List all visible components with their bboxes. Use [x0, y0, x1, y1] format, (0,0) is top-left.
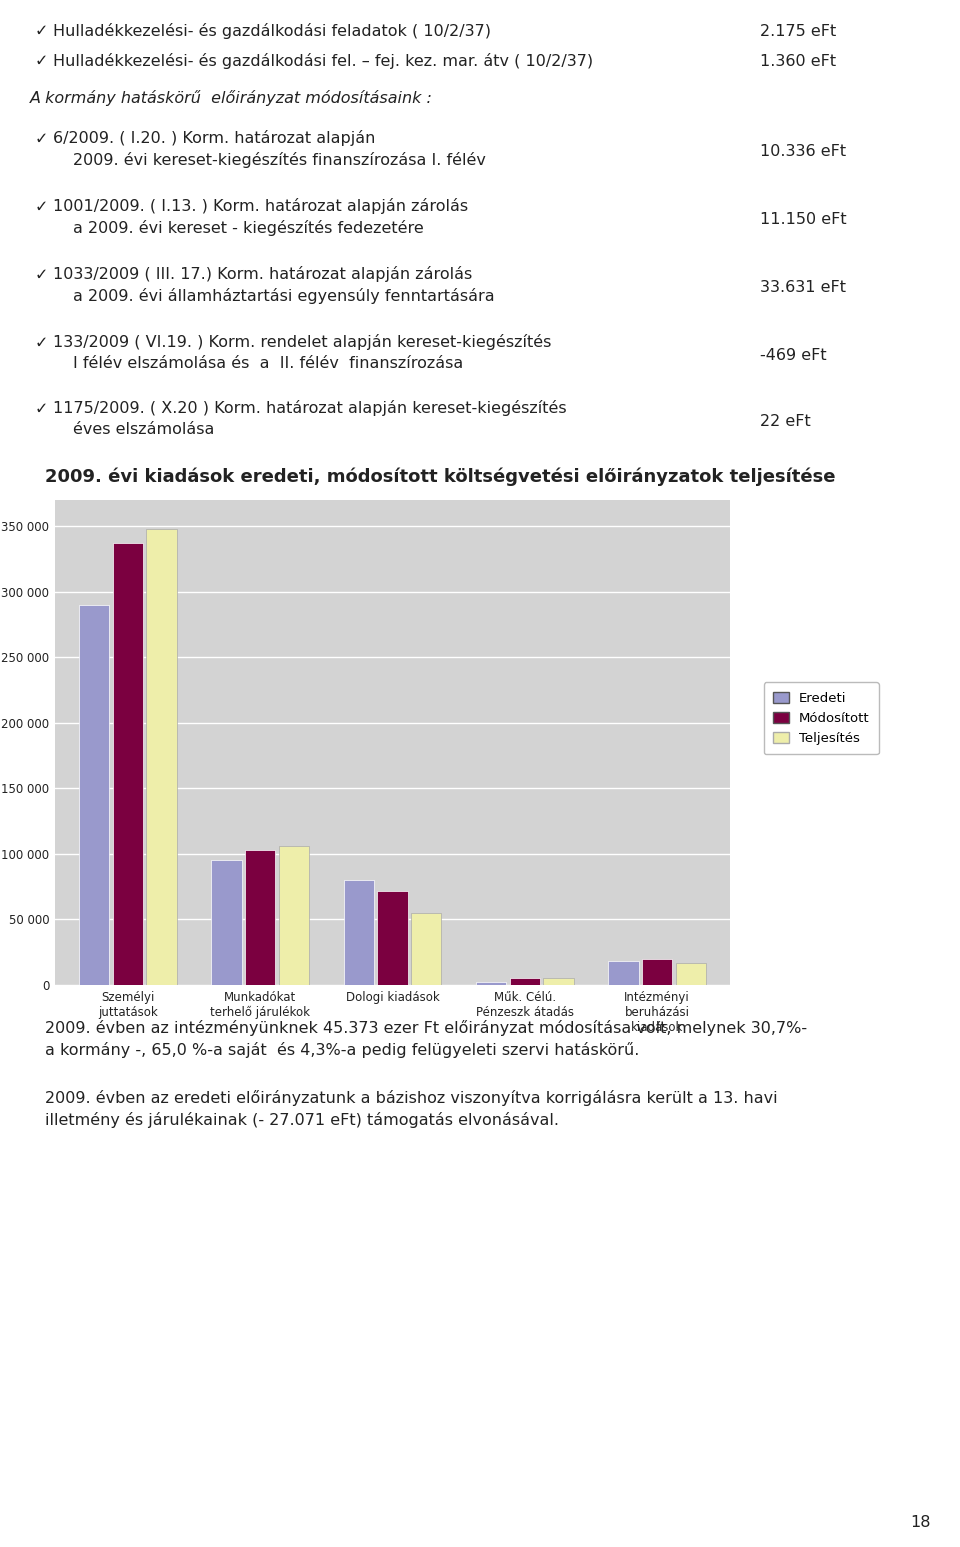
Bar	[344, 880, 374, 985]
Text: ✓: ✓	[35, 268, 48, 283]
Bar	[676, 962, 707, 985]
Text: 1033/2009 ( III. 17.) Korm. határozat alapján zárolás: 1033/2009 ( III. 17.) Korm. határozat al…	[53, 266, 472, 282]
Text: Hulladékkezelési- és gazdálkodási fel. – fej. kez. mar. átv ( 10/2/37): Hulladékkezelési- és gazdálkodási fel. –…	[53, 53, 593, 70]
Text: ✓: ✓	[35, 402, 48, 416]
Bar	[79, 605, 109, 985]
Text: ✓: ✓	[35, 23, 48, 39]
Text: 133/2009 ( VI.19. ) Korm. rendelet alapján kereset-kiegészítés: 133/2009 ( VI.19. ) Korm. rendelet alapj…	[53, 334, 551, 350]
Legend: Eredeti, Módosított, Teljesítés: Eredeti, Módosított, Teljesítés	[763, 682, 879, 755]
Text: 1001/2009. ( I.13. ) Korm. határozat alapján zárolás: 1001/2009. ( I.13. ) Korm. határozat ala…	[53, 198, 468, 213]
Text: 1175/2009. ( X.20 ) Korm. határozat alapján kereset-kiegészítés: 1175/2009. ( X.20 ) Korm. határozat alap…	[53, 401, 566, 416]
Bar	[278, 846, 309, 985]
Text: ✓: ✓	[35, 54, 48, 68]
Text: I félév elszámolása és  a  II. félév  finanszírozása: I félév elszámolása és a II. félév finan…	[73, 356, 464, 371]
Text: 2009. évben az eredeti előirányzatunk a bázishoz viszonyítva korrigálásra került: 2009. évben az eredeti előirányzatunk a …	[45, 1091, 778, 1106]
Text: ✓: ✓	[35, 131, 48, 147]
Text: a kormány -, 65,0 %-a saját  és 4,3%-a pedig felügyeleti szervi hatáskörű.: a kormány -, 65,0 %-a saját és 4,3%-a pe…	[45, 1043, 639, 1058]
Text: 6/2009. ( I.20. ) Korm. határozat alapján: 6/2009. ( I.20. ) Korm. határozat alapjá…	[53, 130, 375, 145]
Bar	[245, 849, 276, 985]
Text: 2.175 eFt: 2.175 eFt	[760, 23, 836, 39]
Bar	[543, 978, 574, 985]
Text: A kormány hatáskörű  előirányzat módosításaink :: A kormány hatáskörű előirányzat módosítá…	[30, 90, 433, 107]
Bar	[411, 913, 442, 985]
Bar	[211, 860, 242, 985]
Bar	[476, 982, 506, 985]
Text: -469 eFt: -469 eFt	[760, 348, 827, 364]
Bar	[146, 529, 177, 985]
Text: 22 eFt: 22 eFt	[760, 415, 811, 430]
Text: 10.336 eFt: 10.336 eFt	[760, 144, 846, 159]
Text: 11.150 eFt: 11.150 eFt	[760, 212, 847, 227]
Text: ✓: ✓	[35, 336, 48, 351]
Bar	[112, 543, 143, 985]
Text: éves elszámolása: éves elszámolása	[73, 422, 214, 436]
Bar	[609, 961, 638, 985]
Text: 1.360 eFt: 1.360 eFt	[760, 54, 836, 68]
Bar	[642, 959, 672, 985]
Text: 2009. évi kereset-kiegészítés finanszírozása I. félév: 2009. évi kereset-kiegészítés finanszíro…	[73, 152, 486, 169]
Text: 18: 18	[910, 1515, 930, 1530]
Text: 33.631 eFt: 33.631 eFt	[760, 280, 846, 295]
Text: 2009. évben az intézményünknek 45.373 ezer Ft előirányzat módosítása volt, melyn: 2009. évben az intézményünknek 45.373 ez…	[45, 1019, 807, 1036]
Text: a 2009. évi kereset - kiegészítés fedezetére: a 2009. évi kereset - kiegészítés fedeze…	[73, 220, 423, 237]
Bar	[377, 891, 408, 985]
Text: 2009. évi kiadások eredeti, módosított költségvetési előirányzatok teljesítése: 2009. évi kiadások eredeti, módosított k…	[45, 469, 835, 486]
Text: ✓: ✓	[35, 200, 48, 215]
Text: Hulladékkezelési- és gazdálkodási feladatok ( 10/2/37): Hulladékkezelési- és gazdálkodási felada…	[53, 23, 491, 39]
Text: illetmény és járulékainak (- 27.071 eFt) támogatás elvonásával.: illetmény és járulékainak (- 27.071 eFt)…	[45, 1112, 559, 1128]
Text: a 2009. évi államháztartási egyensúly fenntartására: a 2009. évi államháztartási egyensúly fe…	[73, 288, 494, 305]
Bar	[510, 978, 540, 985]
